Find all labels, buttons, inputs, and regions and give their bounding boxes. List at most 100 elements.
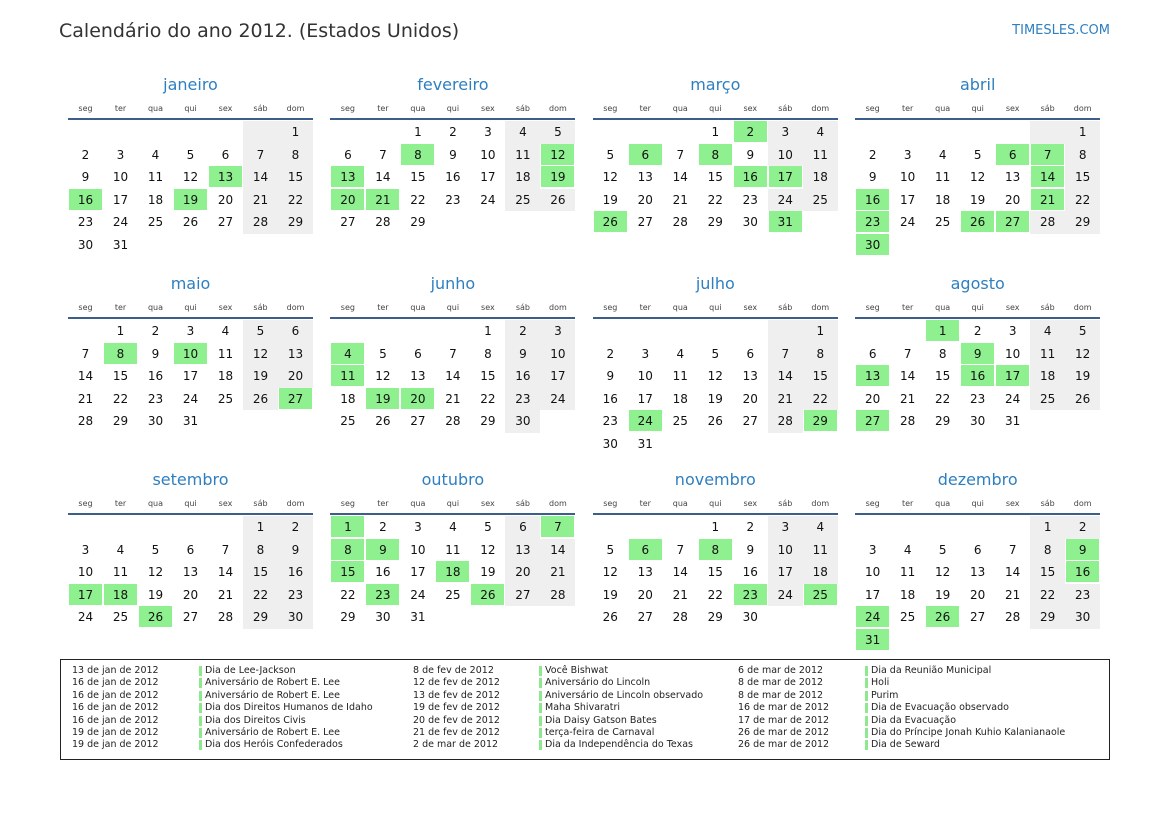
weekday-label: ter <box>114 303 127 312</box>
weekend-cell <box>505 387 541 410</box>
day-number: 4 <box>903 542 912 557</box>
day-number: 6 <box>291 324 300 338</box>
day-number: 1 <box>291 125 300 139</box>
weekday-label: qui <box>709 499 722 508</box>
day-number: 14 <box>672 565 688 579</box>
weekday-label: sáb <box>515 499 530 508</box>
day-number: 7 <box>676 147 685 162</box>
weekday-label: dom <box>811 499 830 508</box>
day-number: 8 <box>484 346 492 361</box>
weekday-label: dom <box>1073 499 1092 508</box>
weekday-label: sáb <box>515 303 530 312</box>
day-number: 9 <box>973 346 982 361</box>
day-number: 8 <box>291 147 300 162</box>
day-number: 9 <box>291 542 300 557</box>
holiday-cell <box>996 143 1030 165</box>
holiday-date: 8 de mar de 2012 <box>738 677 824 689</box>
day-number: 15 <box>935 369 951 383</box>
brand-link[interactable]: TIMESLES.COM <box>1012 23 1110 38</box>
holiday-name: Dia dos Direitos Civis <box>205 714 306 726</box>
weekday-label: sex <box>1005 104 1020 113</box>
weekday-label: sex <box>481 303 495 312</box>
day-number: 17 <box>637 391 653 406</box>
day-number: 3 <box>484 125 492 139</box>
holiday-cell <box>628 410 662 431</box>
month-rule <box>855 513 1101 515</box>
day-number: 1 <box>256 520 265 534</box>
day-number: 14 <box>1040 170 1056 184</box>
weekday-label: qua <box>672 499 688 508</box>
day-number: 29 <box>340 610 356 624</box>
holiday-cell <box>856 233 890 255</box>
day-number: 21 <box>252 192 269 207</box>
day-number: 6 <box>746 346 755 361</box>
weekday-label: ter <box>902 303 914 312</box>
day-number: 19 <box>550 170 566 184</box>
day-number: 13 <box>637 170 653 184</box>
day-number: 18 <box>147 192 164 207</box>
weekday-label: ter <box>639 499 651 508</box>
day-number: 2 <box>868 147 877 162</box>
day-number: 28 <box>252 215 269 229</box>
day-number: 5 <box>554 125 562 139</box>
day-number: 25 <box>812 587 828 602</box>
weekend-cell <box>540 121 576 144</box>
holiday-cell <box>733 166 767 187</box>
weekend-cell <box>243 143 278 166</box>
weekend-cell <box>1030 583 1066 606</box>
weekend-cell <box>505 342 541 365</box>
day-number: 20 <box>637 587 653 602</box>
month-rule <box>592 513 838 515</box>
weekend-cell <box>505 583 541 606</box>
month-rule <box>330 317 576 319</box>
day-number: 15 <box>1075 170 1091 184</box>
holiday-date: 8 de fev de 2012 <box>413 665 494 676</box>
day-number: 12 <box>375 369 391 383</box>
day-number: 28 <box>777 414 793 428</box>
holiday-cell <box>104 342 137 364</box>
holiday-marker <box>865 678 868 689</box>
weekday-label: seg <box>78 499 93 508</box>
day-number: 4 <box>938 147 947 162</box>
holiday-cell <box>768 166 802 187</box>
weekend-cell <box>767 143 803 166</box>
weekday-label: ter <box>114 499 127 508</box>
holiday-cell <box>366 188 400 210</box>
holiday-date: 19 de fev de 2012 <box>413 702 500 714</box>
weekday-label: seg <box>603 303 618 312</box>
weekday-label: dom <box>1073 104 1092 113</box>
day-number: 10 <box>1005 346 1021 361</box>
day-number: 25 <box>515 192 531 207</box>
day-number: 3 <box>781 125 790 139</box>
weekday-label: seg <box>865 499 880 508</box>
weekend-cell <box>278 561 313 584</box>
weekend-cell <box>767 410 803 433</box>
weekend-cell <box>767 365 803 388</box>
day-number: 22 <box>410 192 426 207</box>
month-rule <box>68 118 313 120</box>
weekday-label: seg <box>340 104 355 113</box>
day-number: 29 <box>410 215 426 229</box>
day-number: 9 <box>379 542 387 557</box>
day-number: 18 <box>1040 369 1056 383</box>
weekday-label: ter <box>902 104 914 113</box>
day-number: 10 <box>637 369 653 383</box>
day-number: 27 <box>182 610 199 624</box>
holiday-marker <box>539 728 542 738</box>
day-number: 24 <box>1005 391 1021 406</box>
weekday-label: qua <box>935 303 951 312</box>
holiday-name: Dia de Lee-Jackson <box>205 665 296 676</box>
day-number: 25 <box>217 391 234 406</box>
day-number: 28 <box>217 610 234 624</box>
holiday-date: 8 de mar de 2012 <box>738 689 824 701</box>
day-number: 26 <box>480 587 496 602</box>
holiday-date: 6 de mar de 2012 <box>738 665 824 676</box>
day-number: 9 <box>151 346 160 361</box>
day-number: 12 <box>1075 346 1091 361</box>
weekend-cell <box>1030 606 1066 629</box>
day-number: 18 <box>515 170 531 184</box>
holiday-cell <box>698 143 732 165</box>
weekend-cell <box>1065 211 1101 234</box>
month-rule <box>592 317 838 319</box>
day-number: 17 <box>1005 369 1021 383</box>
